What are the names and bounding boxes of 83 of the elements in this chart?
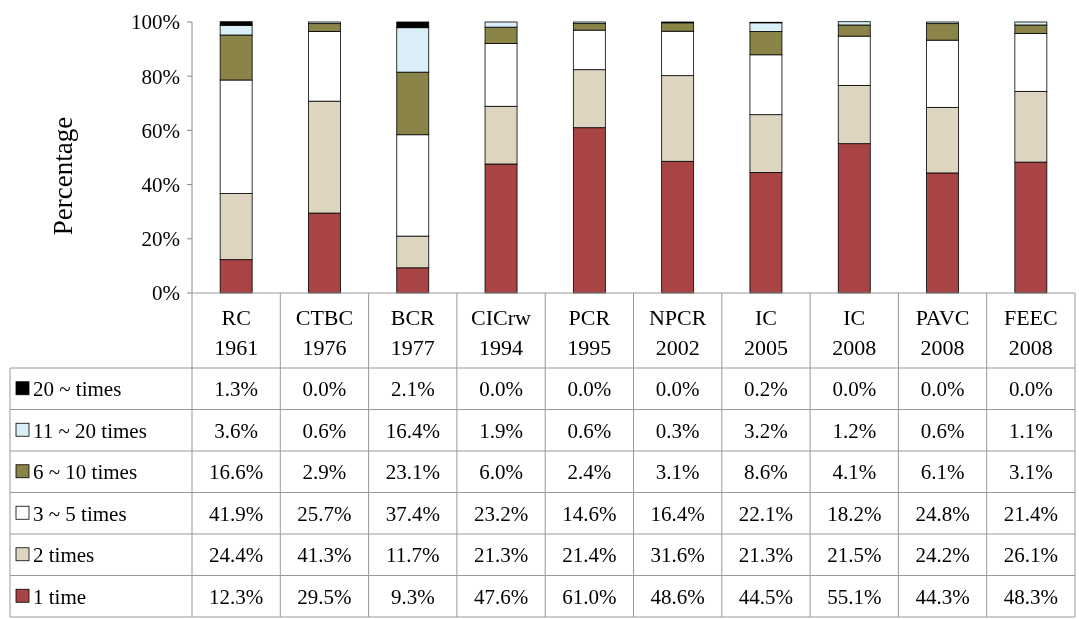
data-label: 6.1%: [920, 460, 965, 485]
data-label: 31.6%: [650, 543, 705, 568]
x-tick-label: FEEC 2008: [1003, 305, 1058, 360]
legend-label: 3 ~ 5 times: [33, 501, 127, 526]
data-label: 9.3%: [390, 584, 435, 609]
x-tick-label: BCR 1977: [390, 305, 436, 360]
data-label: 44.3%: [915, 584, 970, 609]
x-tick-label: CICrw 1994: [471, 305, 532, 360]
data-label: 0.0%: [832, 377, 877, 402]
data-label: 24.8%: [915, 501, 970, 526]
x-tick-label: NPCR 2002: [648, 305, 707, 360]
data-label: 14.6%: [562, 501, 617, 526]
data-label: 6.0%: [479, 460, 523, 485]
data-label: 21.3%: [473, 543, 529, 568]
data-label: 21.5%: [827, 543, 882, 568]
data-label: 37.4%: [385, 501, 440, 526]
data-label: 8.6%: [744, 460, 788, 485]
data-label: 21.4%: [562, 543, 617, 568]
data-label: 2.1%: [390, 377, 435, 402]
x-tick-label: RC 1961: [214, 305, 259, 360]
data-label: 0.6%: [920, 418, 965, 443]
x-tick-label: CTBC 1976: [295, 305, 354, 360]
data-label: 44.5%: [738, 584, 794, 609]
legend-label: 2 times: [33, 543, 95, 568]
data-label: 23.2%: [473, 501, 529, 526]
data-label: 1.2%: [832, 418, 877, 443]
data-label: 3.1%: [1008, 460, 1053, 485]
legend-label: 6 ~ 10 times: [33, 460, 138, 485]
data-label: 0.6%: [567, 418, 612, 443]
data-label: 55.1%: [827, 584, 882, 609]
data-label: 21.4%: [1003, 501, 1058, 526]
data-label: 41.9%: [209, 501, 264, 526]
x-tick-label: IC 2008: [832, 305, 877, 360]
y-tick-label: 60%: [141, 118, 180, 143]
data-label: 41.3%: [297, 543, 352, 568]
data-label: 0.0%: [567, 377, 612, 402]
data-label: 3.6%: [214, 418, 259, 443]
y-tick-label: 40%: [141, 172, 180, 197]
data-label: 18.2%: [827, 501, 882, 526]
data-label: 1.3%: [214, 377, 259, 402]
data-label: 16.4%: [385, 418, 440, 443]
x-tick-label: PAVC 2008: [915, 305, 970, 360]
data-label: 3.1%: [655, 460, 700, 485]
legend-label: 20 ~ times: [33, 377, 122, 402]
data-label: 3.2%: [744, 418, 788, 443]
legend-label: 11 ~ 20 times: [33, 418, 147, 443]
data-label: 0.0%: [302, 377, 347, 402]
y-tick-label: 20%: [141, 227, 180, 252]
data-label: 16.4%: [650, 501, 705, 526]
y-tick-label: 0%: [152, 281, 180, 306]
data-label: 21.3%: [738, 543, 794, 568]
data-label: 25.7%: [297, 501, 352, 526]
data-label: 26.1%: [1003, 543, 1058, 568]
data-label: 16.6%: [209, 460, 264, 485]
y-tick-label: 100%: [131, 10, 180, 35]
data-label: 0.6%: [302, 418, 347, 443]
data-label: 61.0%: [562, 584, 617, 609]
data-label: 1.9%: [479, 418, 523, 443]
data-label: 0.3%: [655, 418, 700, 443]
data-label: 2.9%: [302, 460, 347, 485]
data-label: 24.4%: [209, 543, 264, 568]
data-label: 47.6%: [473, 584, 529, 609]
x-tick-label: PCR 1995: [567, 305, 612, 360]
data-label: 12.3%: [209, 584, 264, 609]
data-label: 23.1%: [385, 460, 440, 485]
data-label: 0.0%: [655, 377, 700, 402]
data-label: 1.1%: [1008, 418, 1053, 443]
data-label: 0.2%: [744, 377, 788, 402]
y-tick-label: 80%: [141, 64, 180, 89]
data-label: 11.7%: [386, 543, 440, 568]
data-label: 22.1%: [738, 501, 794, 526]
y-axis-title: Percentage: [48, 116, 78, 236]
x-tick-label: IC 2005: [743, 305, 788, 360]
data-label: 2.4%: [567, 460, 612, 485]
data-label: 48.6%: [650, 584, 705, 609]
data-label: 29.5%: [297, 584, 352, 609]
data-label: 24.2%: [915, 543, 970, 568]
data-label: 0.0%: [479, 377, 523, 402]
data-label: 4.1%: [832, 460, 877, 485]
data-label: 48.3%: [1003, 584, 1058, 609]
data-label: 0.0%: [1008, 377, 1053, 402]
legend-label: 1 time: [33, 584, 87, 609]
data-label: 0.0%: [920, 377, 965, 402]
